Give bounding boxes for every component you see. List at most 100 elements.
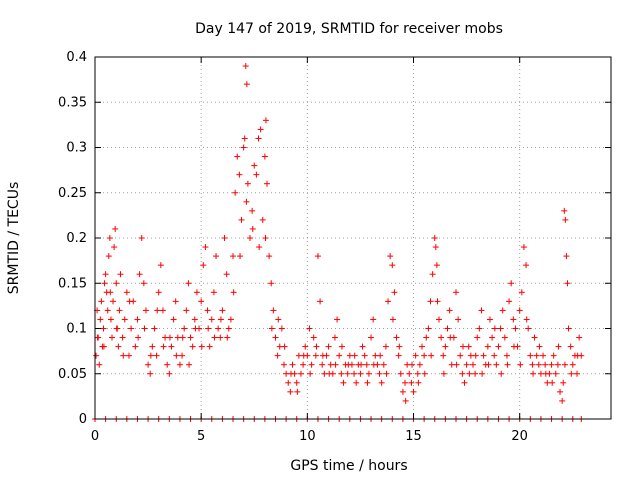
data-point bbox=[377, 352, 384, 359]
data-point bbox=[549, 379, 556, 386]
data-point bbox=[141, 325, 148, 332]
data-point bbox=[259, 216, 266, 223]
data-point bbox=[427, 298, 434, 305]
data-point bbox=[378, 379, 385, 386]
data-point bbox=[408, 379, 415, 386]
data-point bbox=[459, 343, 466, 350]
data-point bbox=[116, 307, 123, 314]
data-point bbox=[210, 289, 217, 296]
data-point bbox=[559, 397, 566, 404]
data-point bbox=[431, 235, 438, 241]
data-point bbox=[423, 334, 430, 341]
data-point bbox=[476, 325, 483, 332]
data-point bbox=[149, 343, 156, 350]
data-point bbox=[419, 343, 426, 350]
data-point bbox=[338, 343, 345, 350]
data-point bbox=[479, 370, 486, 377]
data-point bbox=[138, 235, 145, 241]
data-point bbox=[100, 325, 107, 332]
data-point bbox=[189, 343, 196, 350]
data-point bbox=[274, 352, 281, 359]
data-point bbox=[140, 280, 147, 287]
y-tick-label: 0.1 bbox=[66, 322, 87, 337]
data-point bbox=[257, 126, 264, 133]
data-point bbox=[338, 370, 345, 377]
data-point bbox=[491, 352, 498, 359]
data-point bbox=[232, 189, 239, 196]
data-point bbox=[368, 334, 375, 341]
data-point bbox=[223, 271, 230, 278]
data-point bbox=[123, 289, 130, 296]
data-point bbox=[319, 361, 326, 368]
data-point bbox=[186, 361, 193, 368]
data-point bbox=[125, 352, 132, 359]
data-point bbox=[406, 370, 413, 377]
y-tick-label: 0.05 bbox=[58, 367, 87, 382]
data-point bbox=[459, 370, 466, 377]
data-point bbox=[111, 244, 118, 251]
data-point bbox=[153, 352, 160, 359]
data-point bbox=[249, 225, 256, 232]
data-point bbox=[447, 334, 454, 341]
data-point bbox=[187, 334, 194, 341]
data-point bbox=[527, 352, 534, 359]
data-point bbox=[297, 370, 304, 377]
data-point bbox=[463, 361, 470, 368]
data-point bbox=[485, 361, 492, 368]
data-point bbox=[436, 316, 442, 323]
data-point bbox=[472, 352, 479, 359]
data-point bbox=[313, 343, 320, 350]
data-point bbox=[536, 343, 543, 350]
data-point bbox=[396, 343, 403, 350]
data-point bbox=[147, 352, 154, 359]
data-point bbox=[96, 361, 103, 368]
data-point bbox=[227, 316, 234, 323]
data-point bbox=[520, 244, 527, 251]
data-point bbox=[385, 298, 392, 305]
data-point bbox=[121, 316, 128, 323]
data-point bbox=[314, 253, 321, 260]
data-point bbox=[393, 334, 400, 341]
data-point bbox=[548, 361, 555, 368]
data-point bbox=[414, 370, 421, 377]
data-point bbox=[155, 289, 162, 296]
data-point bbox=[421, 352, 428, 359]
data-point bbox=[215, 325, 222, 332]
data-point bbox=[244, 180, 251, 187]
data-point bbox=[117, 271, 124, 278]
data-point bbox=[294, 388, 301, 395]
data-point bbox=[432, 244, 439, 251]
data-point bbox=[370, 361, 377, 368]
data-point bbox=[308, 361, 315, 368]
data-point bbox=[97, 316, 104, 323]
data-point bbox=[289, 361, 296, 368]
data-point bbox=[107, 289, 114, 296]
data-point bbox=[247, 235, 254, 241]
data-point bbox=[516, 307, 523, 314]
data-point bbox=[561, 361, 568, 368]
data-point bbox=[340, 379, 347, 386]
data-point bbox=[136, 271, 143, 278]
data-point bbox=[280, 361, 287, 368]
data-point bbox=[108, 334, 115, 341]
data-point bbox=[172, 298, 179, 305]
data-point bbox=[358, 361, 365, 368]
data-point bbox=[312, 352, 319, 359]
data-point bbox=[251, 162, 258, 169]
y-tick-label: 0.15 bbox=[58, 276, 87, 291]
data-point bbox=[101, 280, 108, 287]
data-point bbox=[574, 370, 581, 377]
data-point bbox=[264, 180, 270, 187]
data-point bbox=[466, 370, 473, 377]
data-point bbox=[306, 325, 313, 332]
data-point bbox=[433, 262, 440, 269]
data-point bbox=[107, 316, 114, 323]
data-point bbox=[211, 334, 218, 341]
data-point bbox=[484, 343, 491, 350]
data-point bbox=[192, 325, 199, 332]
data-point bbox=[364, 379, 371, 386]
data-point bbox=[151, 325, 158, 332]
data-point bbox=[157, 262, 164, 269]
data-point bbox=[261, 153, 268, 160]
data-point bbox=[409, 361, 416, 368]
